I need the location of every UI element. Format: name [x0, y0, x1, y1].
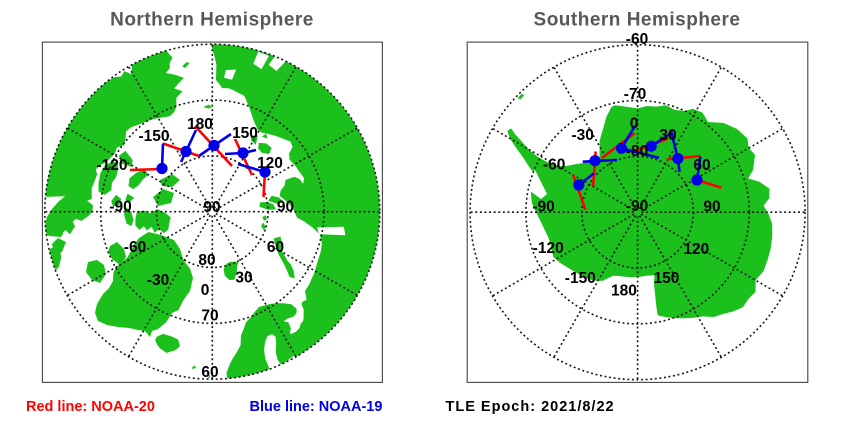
svg-text:-120: -120: [96, 157, 127, 174]
svg-text:TLE Epoch: 2021/8/22: TLE Epoch: 2021/8/22: [446, 399, 615, 415]
svg-text:80: 80: [198, 252, 215, 269]
svg-text:120: 120: [257, 155, 283, 172]
svg-text:30: 30: [659, 127, 676, 144]
svg-text:120: 120: [683, 241, 709, 258]
svg-text:60: 60: [267, 239, 284, 256]
svg-text:60: 60: [693, 157, 710, 174]
svg-text:-70: -70: [624, 86, 646, 103]
svg-text:-150: -150: [138, 128, 169, 145]
svg-text:0: 0: [630, 116, 639, 133]
svg-text:90: 90: [203, 199, 220, 216]
svg-text:0: 0: [201, 282, 210, 299]
svg-text:30: 30: [235, 270, 252, 287]
svg-text:180: 180: [187, 116, 213, 133]
svg-text:-30: -30: [571, 127, 593, 144]
svg-text:-90: -90: [109, 199, 131, 216]
svg-text:-120: -120: [533, 240, 564, 257]
svg-text:-150: -150: [565, 270, 596, 287]
svg-text:-90: -90: [626, 198, 648, 215]
svg-text:Southern Hemisphere: Southern Hemisphere: [534, 10, 741, 31]
svg-text:70: 70: [201, 308, 218, 325]
svg-text:Northern Hemisphere: Northern Hemisphere: [110, 10, 314, 31]
svg-text:150: 150: [232, 125, 258, 142]
svg-text:180: 180: [611, 283, 637, 300]
svg-text:90: 90: [277, 199, 294, 216]
svg-text:90: 90: [703, 199, 720, 216]
svg-text:-80: -80: [626, 143, 648, 160]
svg-text:-60: -60: [543, 157, 565, 174]
svg-text:-60: -60: [124, 239, 146, 256]
svg-text:150: 150: [654, 270, 680, 287]
svg-text:60: 60: [201, 364, 218, 381]
svg-text:Blue line: NOAA-19: Blue line: NOAA-19: [250, 399, 383, 415]
svg-text:Red line: NOAA-20: Red line: NOAA-20: [26, 399, 155, 415]
svg-text:-90: -90: [532, 199, 554, 216]
svg-text:-60: -60: [626, 31, 648, 48]
svg-text:-30: -30: [147, 272, 169, 289]
